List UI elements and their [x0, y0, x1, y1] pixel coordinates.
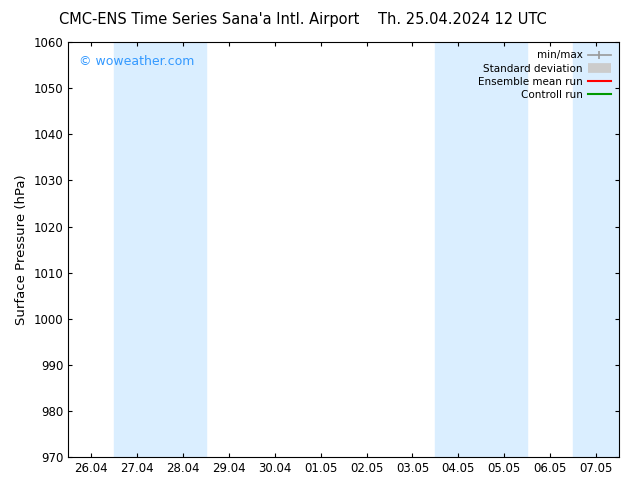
Y-axis label: Surface Pressure (hPa): Surface Pressure (hPa) — [15, 174, 28, 325]
Text: © woweather.com: © woweather.com — [79, 54, 195, 68]
Bar — [114, 42, 206, 457]
Bar — [436, 42, 527, 457]
Text: CMC-ENS Time Series Sana'a Intl. Airport: CMC-ENS Time Series Sana'a Intl. Airport — [59, 12, 359, 27]
Bar — [573, 42, 619, 457]
Text: Th. 25.04.2024 12 UTC: Th. 25.04.2024 12 UTC — [378, 12, 547, 27]
Legend: min/max, Standard deviation, Ensemble mean run, Controll run: min/max, Standard deviation, Ensemble me… — [475, 47, 614, 103]
